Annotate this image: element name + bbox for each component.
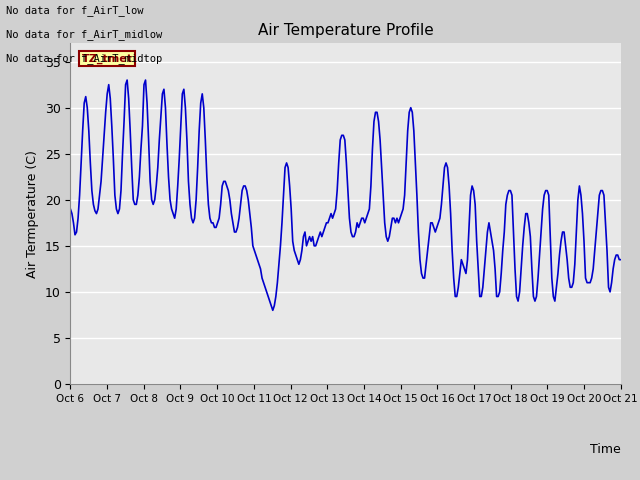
Y-axis label: Air Termperature (C): Air Termperature (C) (26, 150, 39, 277)
Text: No data for f_AirT_midtop: No data for f_AirT_midtop (6, 53, 163, 64)
Text: No data for f_AirT_midlow: No data for f_AirT_midlow (6, 29, 163, 40)
Text: No data for f_AirT_low: No data for f_AirT_low (6, 5, 144, 16)
Text: Time: Time (590, 443, 621, 456)
Title: Air Temperature Profile: Air Temperature Profile (258, 23, 433, 38)
Text: TZ_tmet: TZ_tmet (81, 54, 132, 64)
